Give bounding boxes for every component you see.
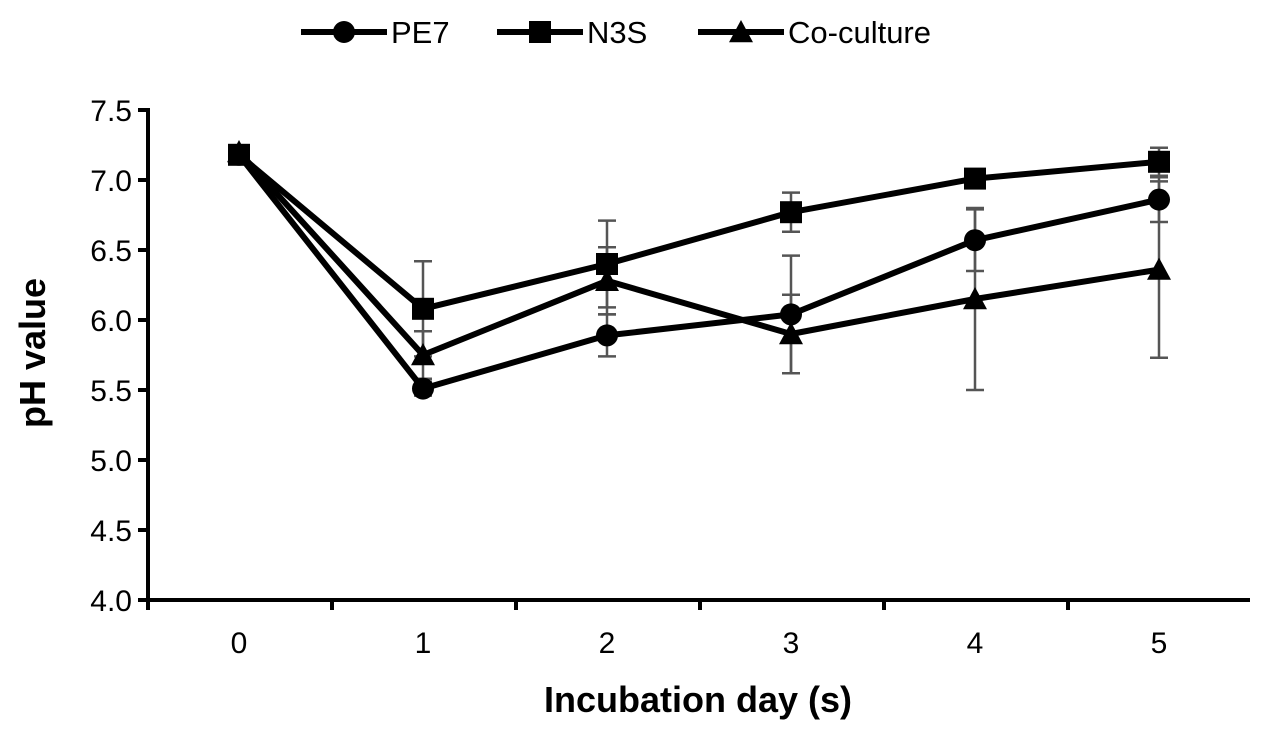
data-point-co-culture bbox=[411, 343, 435, 366]
x-tick-label: 5 bbox=[1151, 627, 1168, 660]
y-tick-label: 5.5 bbox=[90, 375, 132, 408]
legend-marker-co-culture bbox=[729, 20, 753, 43]
data-point-n3s bbox=[964, 167, 986, 190]
legend-label-co-culture: Co-culture bbox=[788, 15, 931, 50]
chart-axes: 4.0 4.5 5.0 5.5 6.0 6.5 7.0 7.5 0 1 2 3 4 5 bbox=[90, 95, 1250, 660]
data-point-n3s bbox=[1148, 150, 1170, 173]
legend-marker-pe7 bbox=[333, 21, 355, 43]
series-markers bbox=[227, 140, 1171, 400]
data-point-co-culture bbox=[595, 268, 619, 291]
series-line-n3s bbox=[237, 152, 1160, 312]
data-point-pe7 bbox=[780, 303, 802, 326]
x-axis-title: Incubation day (s) bbox=[544, 679, 852, 720]
data-point-n3s bbox=[412, 297, 434, 320]
x-tick-label: 3 bbox=[783, 627, 800, 660]
error-bars bbox=[230, 146, 1168, 397]
y-tick-label: 7.0 bbox=[90, 165, 132, 198]
legend-label-n3s: N3S bbox=[587, 15, 647, 50]
x-tick-label: 2 bbox=[599, 627, 616, 660]
data-point-pe7 bbox=[596, 324, 618, 347]
y-tick-label: 4.5 bbox=[90, 515, 132, 548]
data-point-pe7 bbox=[412, 377, 434, 400]
series-lines bbox=[236, 149, 1160, 392]
y-tick-label: 6.0 bbox=[90, 305, 132, 338]
chart-legend: PE7 N3S Co-culture bbox=[301, 15, 931, 50]
x-tick-label: 1 bbox=[415, 627, 432, 660]
data-point-co-culture bbox=[963, 287, 987, 310]
data-point-co-culture bbox=[779, 322, 803, 345]
y-tick-label: 7.5 bbox=[90, 95, 132, 128]
legend-label-pe7: PE7 bbox=[391, 15, 450, 50]
data-point-co-culture bbox=[1147, 257, 1171, 280]
legend-marker-n3s bbox=[529, 21, 551, 43]
y-tick-label: 4.0 bbox=[90, 585, 132, 618]
series-line-co-culture bbox=[236, 149, 1160, 358]
x-tick-label: 4 bbox=[967, 627, 984, 660]
x-tick-label: 0 bbox=[231, 627, 248, 660]
data-point-n3s bbox=[596, 253, 618, 275]
data-point-co-culture bbox=[227, 140, 251, 163]
data-point-pe7 bbox=[964, 229, 986, 252]
y-tick-label: 5.0 bbox=[90, 445, 132, 478]
data-point-n3s bbox=[780, 201, 802, 224]
data-point-pe7 bbox=[1148, 188, 1170, 211]
series-line-pe7 bbox=[236, 152, 1160, 392]
y-tick-label: 6.5 bbox=[90, 235, 132, 268]
y-axis-title: pH value bbox=[12, 278, 53, 428]
